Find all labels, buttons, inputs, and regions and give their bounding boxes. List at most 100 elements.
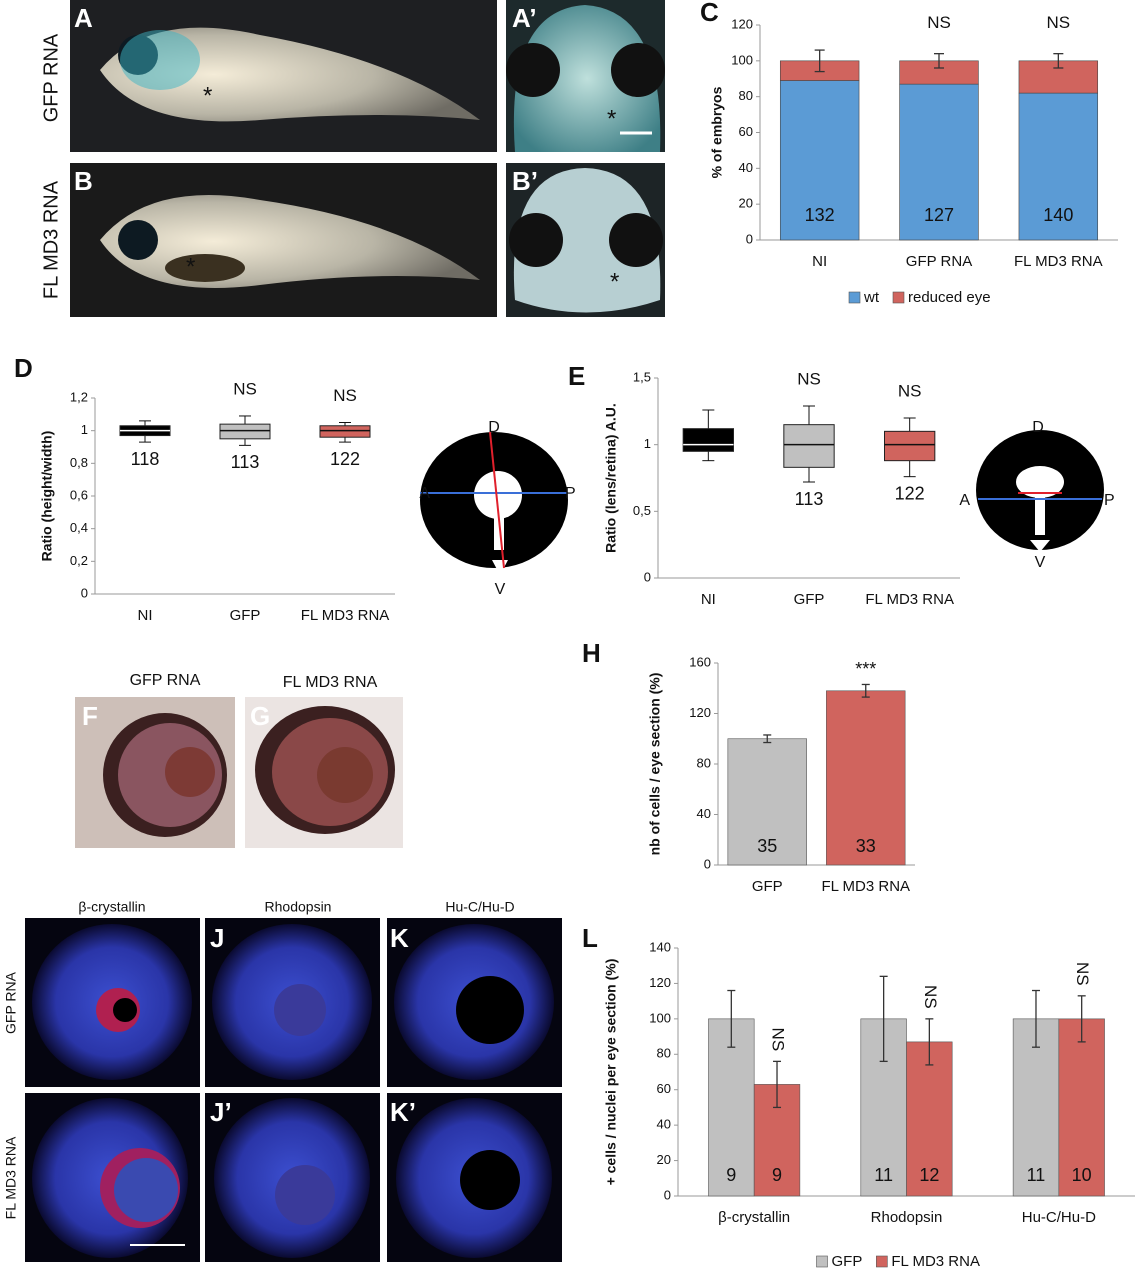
x-tick-label: FL MD3 RNA — [865, 591, 954, 608]
n-label: 11 — [874, 1165, 893, 1185]
panel-label: I’ — [8, 1097, 22, 1127]
y-axis-label: nb of cells / eye section (%) — [647, 673, 663, 856]
y-tick-label: 80 — [657, 1046, 671, 1061]
row-label: GFP RNA — [40, 33, 62, 122]
bar — [1012, 1018, 1060, 1197]
annotation: NS — [769, 1028, 788, 1052]
row-label: FL MD3 RNA — [40, 180, 62, 299]
photo-heading: GFP RNA — [130, 672, 201, 689]
panel-label: L — [582, 923, 598, 953]
annotation: NS — [333, 386, 357, 405]
legend-swatch — [876, 1255, 888, 1268]
x-tick-label: FL MD3 RNA — [821, 878, 910, 895]
panel-label: E — [568, 361, 585, 391]
y-tick-label: 100 — [731, 52, 753, 67]
y-tick-label: 20 — [657, 1152, 671, 1167]
photo-b-prime: * — [506, 163, 665, 317]
photo-heading: FL MD3 RNA — [283, 674, 378, 691]
x-tick-label: FL MD3 RNA — [1014, 253, 1103, 270]
bar-segment — [1018, 92, 1099, 241]
y-tick-label: 40 — [657, 1117, 671, 1132]
box — [319, 425, 371, 438]
y-tick-label: 120 — [689, 705, 711, 720]
bar — [826, 690, 906, 866]
n-label: 35 — [757, 836, 777, 856]
svg-text:*: * — [203, 82, 212, 109]
photo-g — [245, 697, 403, 848]
y-tick-label: 60 — [739, 124, 753, 139]
n-label: 113 — [231, 452, 260, 472]
legend-swatch — [816, 1255, 828, 1268]
svg-text:*: * — [610, 268, 619, 295]
panel-label: I — [8, 923, 15, 953]
photo-heading: β-crystallin — [78, 899, 145, 915]
n-label: 9 — [772, 1165, 782, 1185]
n-label: 113 — [795, 489, 824, 509]
x-tick-label: GFP — [794, 591, 825, 608]
schematic-label: D — [1032, 419, 1044, 436]
panel-label: D — [14, 353, 33, 383]
legend-label: reduced eye — [908, 289, 991, 306]
panel-label: B’ — [512, 166, 538, 196]
svg-text:*: * — [186, 253, 195, 280]
annotation: NS — [898, 381, 922, 400]
svg-text:*: * — [607, 105, 616, 132]
x-tick-label: Hu-C/Hu-D — [1022, 1209, 1096, 1226]
box — [783, 424, 835, 468]
photo-b: * — [70, 163, 497, 317]
legend-swatch — [892, 291, 905, 304]
panel-label: H — [582, 638, 601, 668]
row-label: GFP RNA — [3, 971, 19, 1034]
legend-label: wt — [863, 289, 880, 306]
n-label: 127 — [924, 205, 954, 225]
y-tick-label: 80 — [697, 755, 711, 770]
box — [219, 423, 271, 440]
schematic-label: A — [419, 485, 430, 502]
panel-label: J — [210, 923, 224, 953]
y-tick-label: 0,2 — [70, 553, 88, 568]
photo-a: * — [70, 0, 497, 152]
n-label: 132 — [805, 205, 835, 225]
y-tick-label: 0 — [704, 856, 711, 871]
y-tick-label: 20 — [739, 196, 753, 211]
y-axis-label: Ratio (height/width) — [39, 431, 55, 562]
y-tick-label: 40 — [697, 806, 711, 821]
n-label: 122 — [330, 449, 360, 469]
y-tick-label: 40 — [739, 160, 753, 175]
x-tick-label: GFP — [230, 607, 261, 624]
fluorescence-photos — [25, 918, 562, 1262]
y-tick-label: 0 — [746, 231, 753, 246]
y-tick-label: 1,2 — [70, 389, 88, 404]
panel-label: B — [74, 166, 93, 196]
panel-label: F — [82, 701, 98, 731]
box — [682, 428, 735, 452]
photo-heading: Hu-C/Hu-D — [445, 899, 514, 915]
x-tick-label: NI — [701, 591, 716, 608]
y-axis-label: % of embryos — [709, 86, 725, 178]
panel-label: A — [74, 3, 93, 33]
n-label: 33 — [856, 836, 876, 856]
schematic-label: A — [959, 492, 970, 509]
y-tick-label: 1 — [81, 422, 88, 437]
legend-swatch — [848, 291, 861, 304]
schematic-label: D — [488, 419, 500, 436]
eye-schematic — [976, 430, 1104, 552]
y-tick-label: 0 — [81, 585, 88, 600]
annotation: *** — [855, 659, 876, 679]
eye-schematic — [420, 431, 568, 575]
y-tick-label: 60 — [657, 1081, 671, 1096]
x-tick-label: FL MD3 RNA — [301, 607, 390, 624]
y-tick-label: 0,8 — [70, 455, 88, 470]
row-label: FL MD3 RNA — [3, 1136, 19, 1219]
schematic-label: V — [495, 581, 506, 598]
schematic-label: P — [565, 485, 576, 502]
n-label: 9 — [726, 1165, 736, 1185]
y-tick-label: 100 — [649, 1010, 671, 1025]
y-tick-label: 1 — [644, 436, 651, 451]
bar-segment — [899, 83, 979, 241]
photo-f — [75, 697, 235, 848]
bar-segment — [779, 80, 860, 241]
y-tick-label: 120 — [731, 16, 753, 31]
box — [884, 430, 936, 462]
x-tick-label: β-crystallin — [718, 1209, 790, 1226]
